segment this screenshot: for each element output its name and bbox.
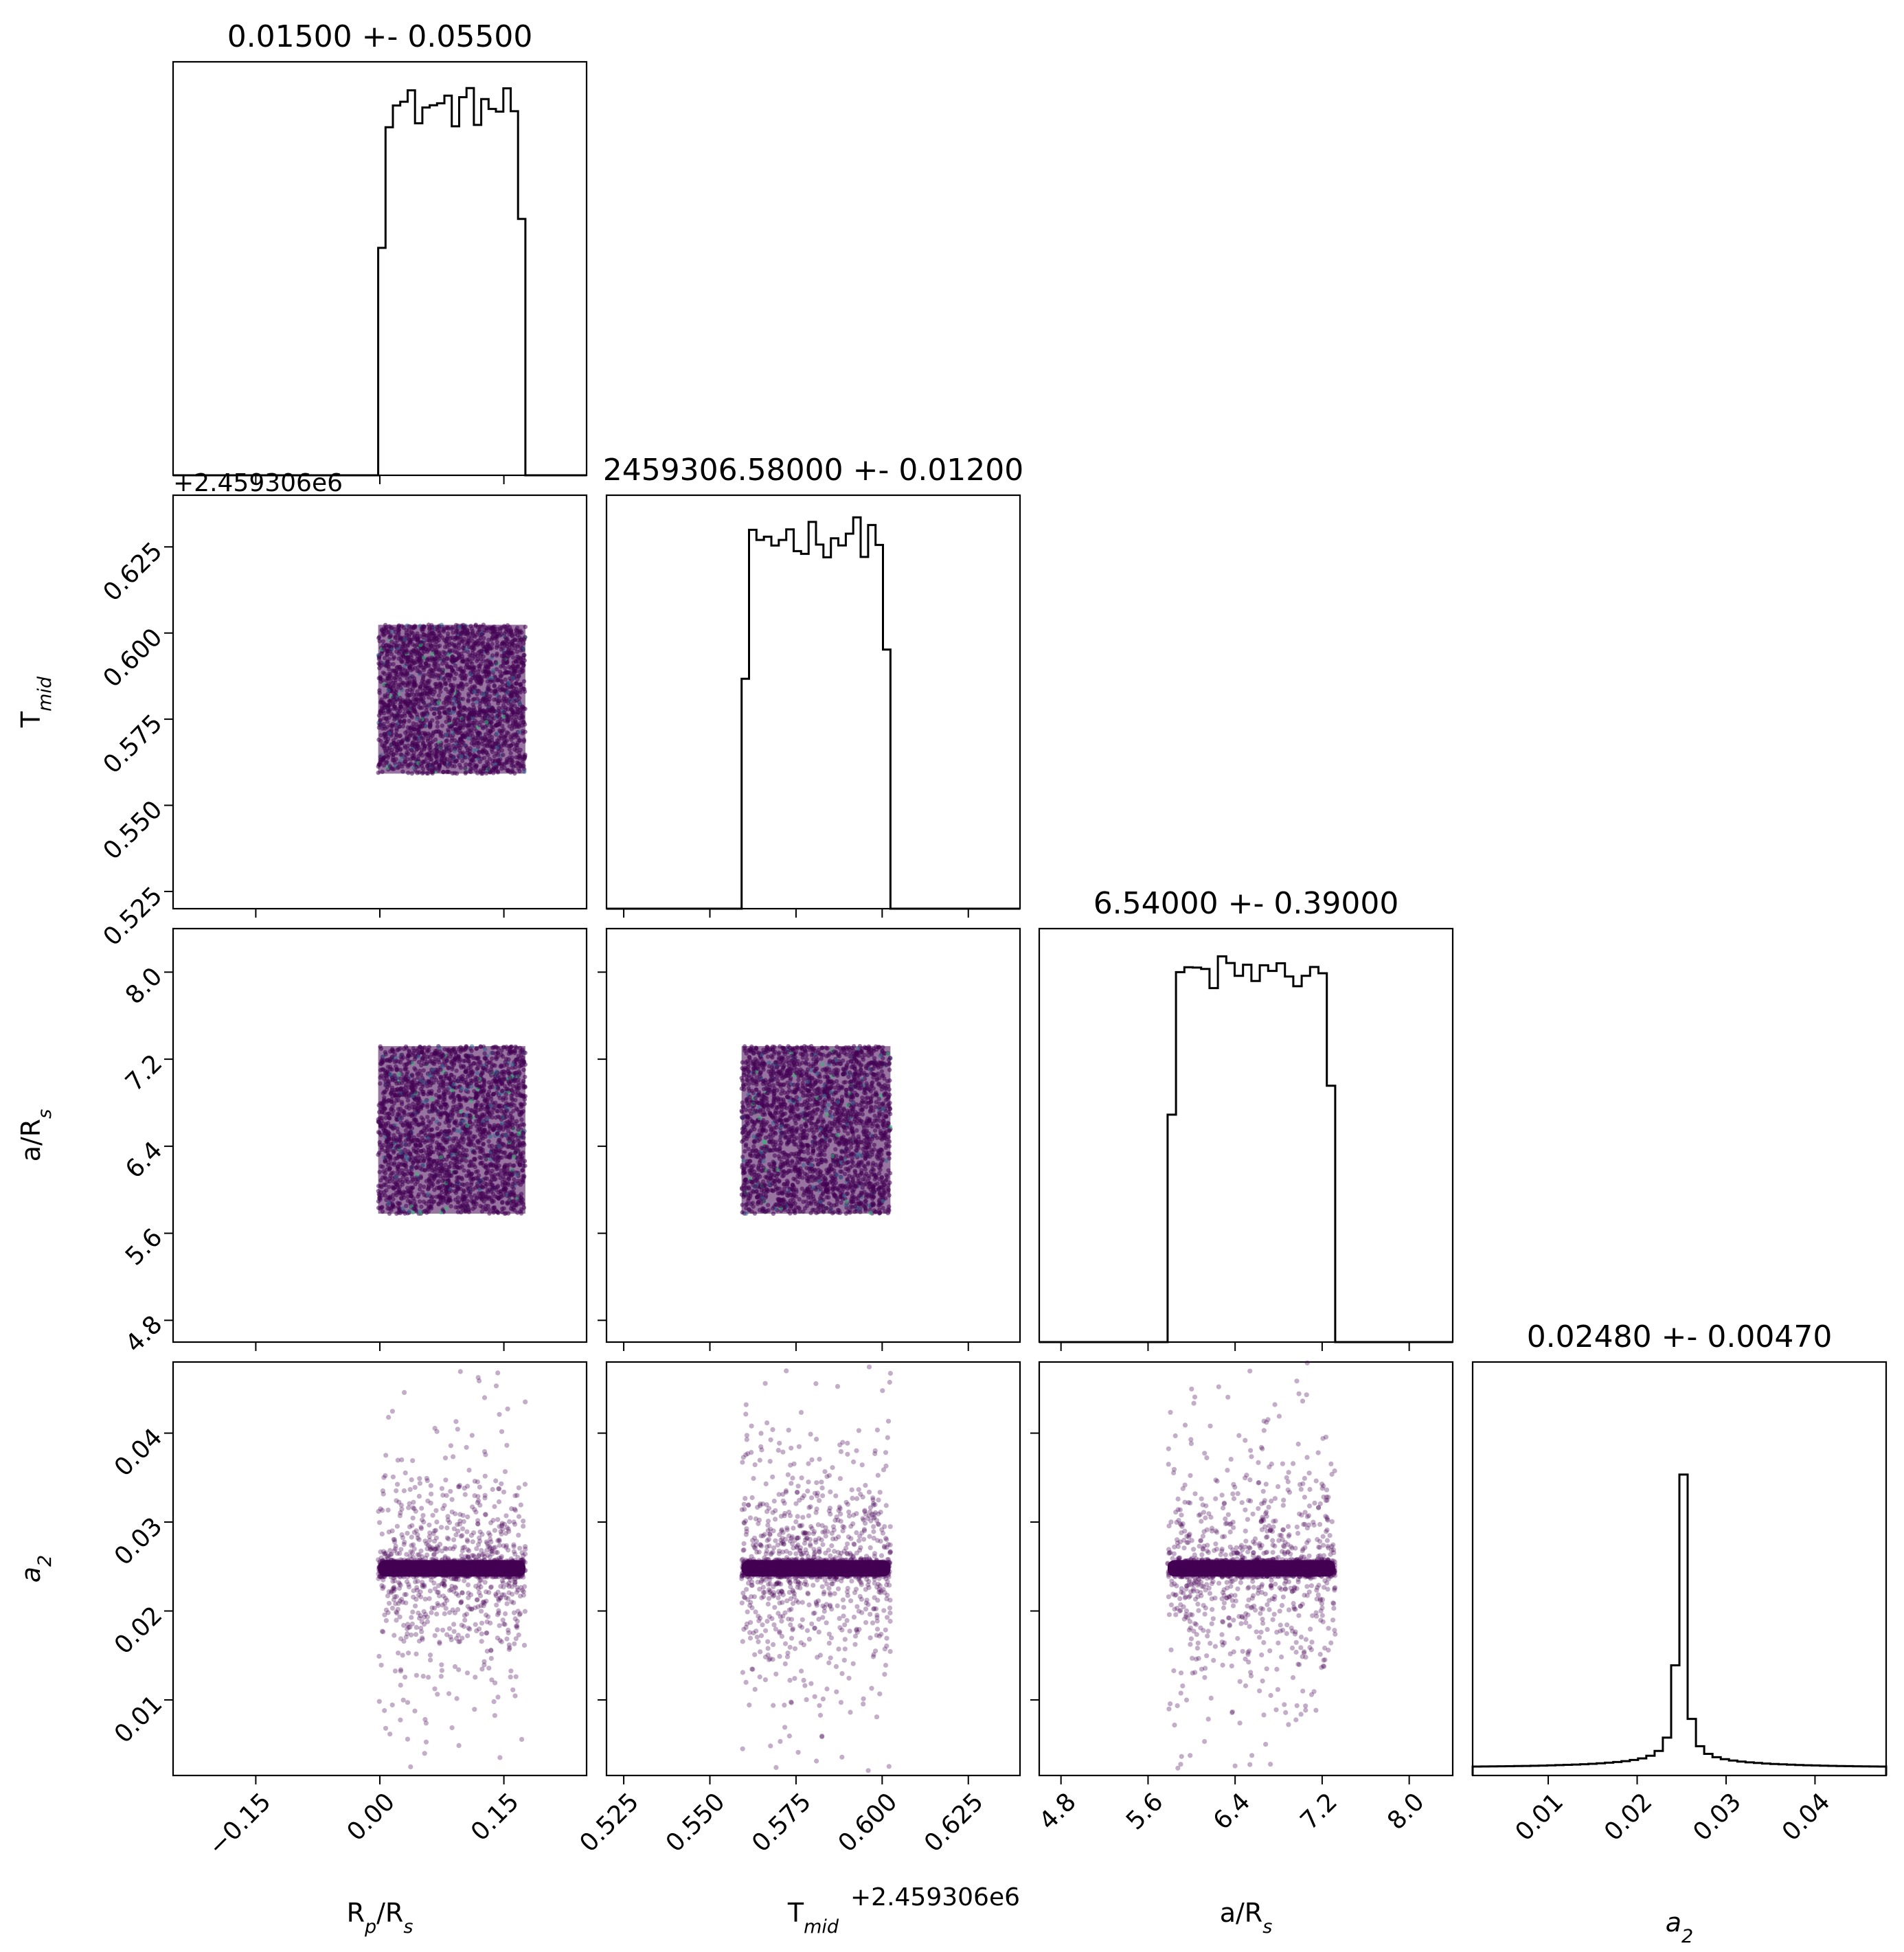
- y-tick-label: 7.2: [120, 1049, 168, 1097]
- histogram-title: 6.54000 +- 0.39000: [1093, 886, 1399, 921]
- x-offset-text: +2.459306e6: [850, 1883, 1020, 1911]
- x-tick-label: 0.02: [1599, 1788, 1658, 1847]
- histogram-step: [173, 87, 587, 477]
- y-offset-text: +2.459306e6: [173, 469, 343, 497]
- y-tick-label: 0.600: [98, 623, 168, 693]
- scatter-frame: [605, 927, 1021, 1343]
- histogram-panel-0: 0.01500 +- 0.05500: [172, 19, 588, 477]
- x-tick-label: 7.2: [1295, 1788, 1343, 1835]
- x-tick-label: 6.4: [1208, 1788, 1256, 1835]
- axis-label: Tmid: [787, 1898, 839, 1938]
- axis-label: Tmid: [16, 676, 56, 728]
- scatter-points: [739, 1043, 893, 1216]
- scatter-panel-2-1: [605, 927, 1021, 1343]
- axis-label: a/Rs: [16, 1109, 56, 1162]
- scatter-points: [739, 1364, 893, 1773]
- histogram-step: [1039, 955, 1453, 1343]
- y-tick-label: 4.8: [120, 1310, 168, 1358]
- y-tick-label: 0.525: [98, 881, 168, 951]
- scatter-panel-2-0: [172, 927, 588, 1343]
- histogram-panel-3: 0.02480 +- 0.00470: [1471, 1319, 1888, 1777]
- x-tick-label: 0.550: [661, 1788, 731, 1858]
- x-tick-label: 0.01: [1510, 1788, 1569, 1847]
- scatter-points: [376, 1044, 528, 1216]
- scatter-panel-1-0: [172, 494, 588, 910]
- y-tick-label: 0.01: [109, 1690, 168, 1749]
- axis-label: a/Rs: [1220, 1898, 1273, 1938]
- histogram-title: 0.02480 +- 0.00470: [1527, 1319, 1833, 1354]
- histogram-frame: [1471, 1361, 1888, 1777]
- x-tick-label: 0.525: [574, 1788, 644, 1858]
- y-tick-label: 0.02: [109, 1601, 168, 1660]
- histogram-frame: [1038, 927, 1454, 1343]
- histogram-title: 2459306.58000 +- 0.01200: [603, 453, 1024, 488]
- x-tick-label: 0.625: [919, 1788, 989, 1858]
- x-tick-label: 0.00: [341, 1788, 400, 1847]
- histogram-frame: [605, 494, 1021, 910]
- y-tick-label: 0.625: [98, 537, 168, 607]
- y-tick-label: 8.0: [120, 962, 168, 1010]
- axis-label: a2: [16, 1555, 56, 1582]
- scatter-core-band: [1167, 1560, 1335, 1577]
- y-tick-label: 0.550: [98, 795, 168, 865]
- axis-label: a2: [1666, 1907, 1693, 1947]
- x-tick-label: 0.03: [1688, 1788, 1747, 1847]
- x-tick-label: 0.15: [466, 1788, 525, 1847]
- histogram-step: [1471, 1473, 1888, 1775]
- scatter-points: [1165, 1360, 1338, 1771]
- axis-label: Rp/Rs: [347, 1898, 413, 1938]
- x-tick-label: 0.04: [1777, 1788, 1836, 1847]
- x-tick-label: 4.8: [1034, 1788, 1081, 1835]
- histogram-panel-1: 2459306.58000 +- 0.01200: [603, 453, 1024, 910]
- x-tick-label: 5.6: [1121, 1788, 1168, 1835]
- scatter-points: [376, 622, 528, 776]
- y-tick-label: 0.575: [98, 710, 168, 780]
- y-tick-label: 6.4: [120, 1136, 168, 1183]
- scatter-frame: [605, 1361, 1021, 1777]
- x-tick-label: −0.15: [203, 1788, 277, 1861]
- scatter-panel-3-2: [1038, 1360, 1454, 1777]
- x-tick-label: 8.0: [1382, 1788, 1429, 1835]
- histogram-title: 0.01500 +- 0.05500: [227, 19, 533, 54]
- scatter-points: [376, 1369, 528, 1769]
- histogram-step: [607, 516, 1020, 910]
- y-tick-label: 0.03: [109, 1512, 168, 1571]
- scatter-panel-3-1: [605, 1361, 1021, 1777]
- histogram-panel-2: 6.54000 +- 0.39000: [1038, 886, 1454, 1343]
- x-tick-label: 0.575: [747, 1788, 817, 1858]
- scatter-core-band: [378, 1560, 525, 1577]
- y-tick-label: 5.6: [120, 1223, 168, 1271]
- scatter-frame: [1038, 1361, 1454, 1777]
- scatter-panel-3-0: [172, 1361, 588, 1777]
- x-tick-label: 0.600: [833, 1788, 903, 1858]
- scatter-core-band: [741, 1560, 891, 1577]
- y-tick-label: 0.04: [109, 1423, 168, 1482]
